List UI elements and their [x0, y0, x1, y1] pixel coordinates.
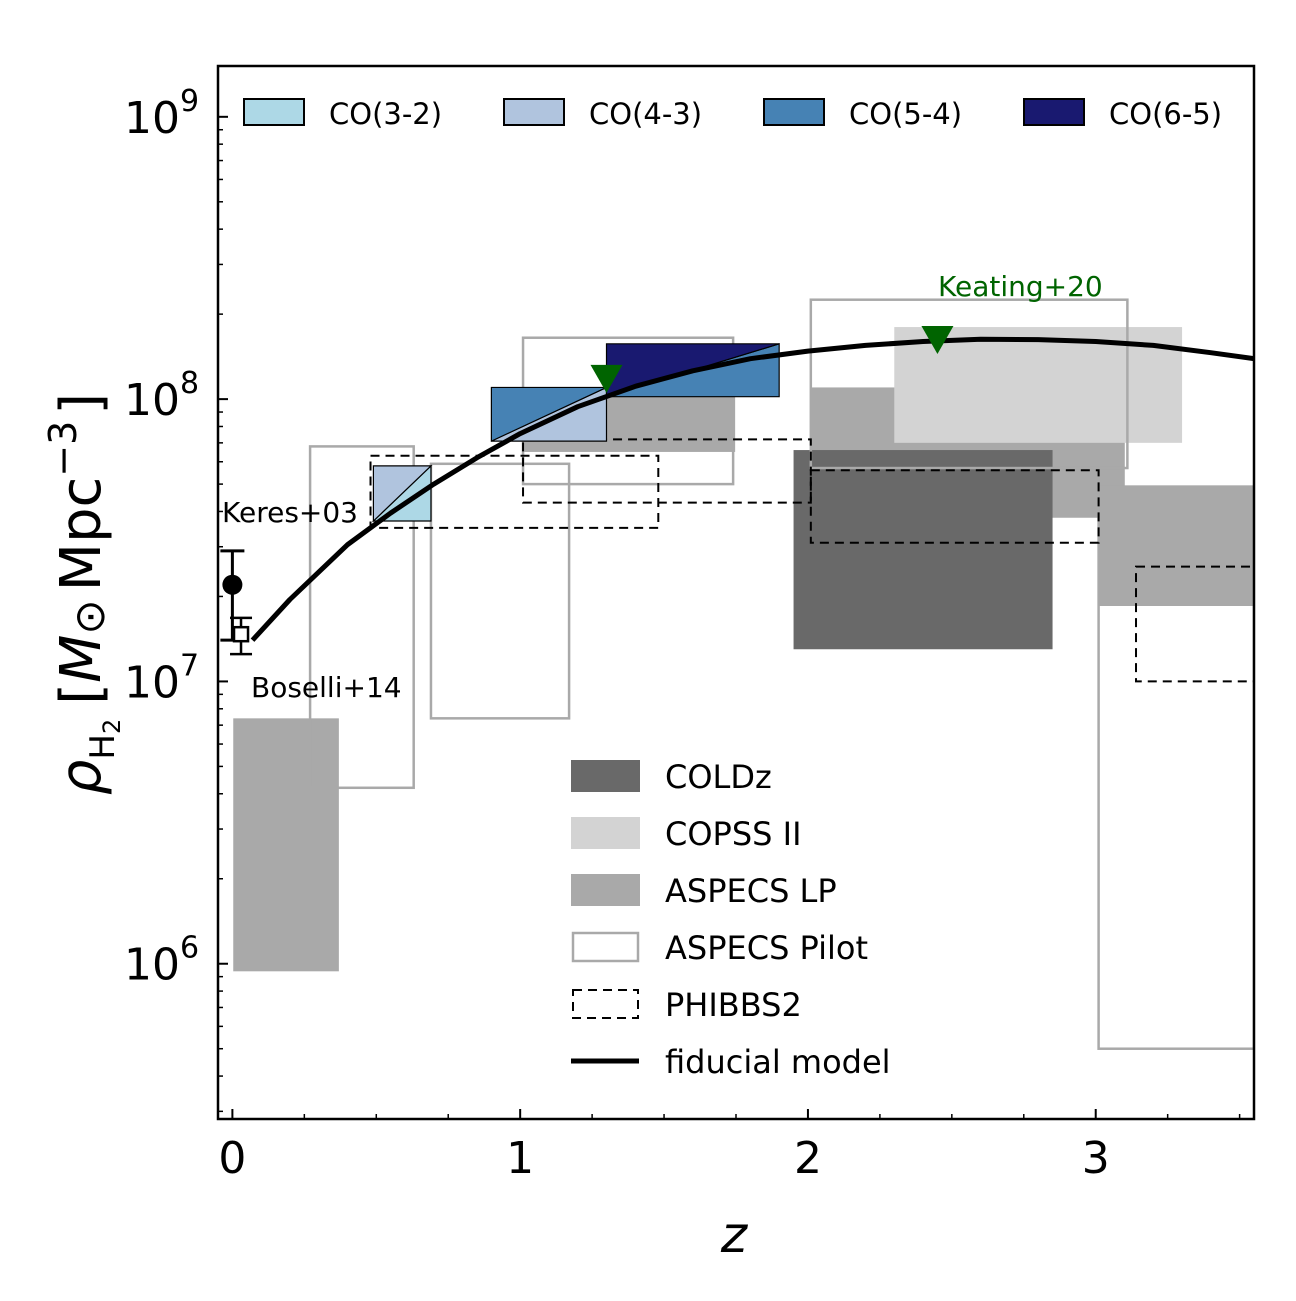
svg-text:ρH2[M⊙Mpc−3]: ρH2[M⊙Mpc−3]: [41, 393, 126, 795]
annotations: Keres+03 Boselli+14 Keating+20: [222, 270, 1103, 704]
co54-triangle: [490, 386, 607, 443]
y-tick-label: 109: [124, 84, 199, 144]
aspecs-pilot-box: [308, 445, 415, 790]
phibbs2-legend-swatch: [572, 989, 639, 1019]
legend-top: CO(3-2) CO(4-3) CO(5-4) CO(6-5): [243, 97, 1222, 131]
keating20-marker: [590, 364, 623, 393]
x-tick-label: 0: [218, 1133, 246, 1184]
aspecs-lp-box: [1098, 486, 1254, 607]
keres03-point: [222, 574, 243, 595]
keating20-label: Keating+20: [938, 270, 1103, 303]
aspecs-pilot-legend-swatch: [571, 931, 640, 963]
plot-area: [220, 298, 1254, 1050]
y-axis-label: ρH2[M⊙Mpc−3]: [41, 393, 126, 795]
x-tick-label: 3: [1082, 1133, 1110, 1184]
fiducial-legend-label: fiducial model: [665, 1043, 891, 1081]
co43-legend-swatch: [503, 98, 565, 126]
phibbs2-box: [369, 454, 660, 529]
co65-legend-label: CO(6-5): [1109, 97, 1222, 131]
fiducial-model-line: [250, 336, 1254, 642]
co54-legend-label: CO(5-4): [849, 97, 962, 131]
y-tick-label: 107: [124, 648, 199, 708]
axes: 0 1 2 3 106 107 108 109 z ρH2[M⊙Mpc−3]: [41, 84, 1241, 1264]
copss-legend-label: COPSS II: [665, 815, 802, 853]
aspecs_lp-legend-label: ASPECS LP: [665, 872, 837, 910]
aspecs-lp-box: [233, 718, 339, 972]
boselli14-label: Boselli+14: [251, 671, 402, 704]
co32-legend-label: CO(3-2): [329, 97, 442, 131]
keating20-marker: [921, 325, 954, 354]
boselli14-point: [232, 625, 250, 643]
keres03-label: Keres+03: [222, 496, 358, 529]
aspecs_pilot-legend-label: ASPECS Pilot: [665, 929, 868, 967]
aspecs_lp-legend-swatch: [571, 874, 640, 906]
coldz-box: [793, 450, 1053, 650]
aspecs-pilot-box: [809, 298, 1129, 470]
coldz-legend-swatch: [571, 760, 640, 792]
phibbs2-box: [809, 469, 1100, 544]
copss-legend-swatch: [571, 817, 640, 849]
co65-legend-swatch: [1023, 98, 1085, 126]
co54-legend-swatch: [763, 98, 825, 126]
y-tick-label: 108: [124, 366, 199, 426]
y-tick-label: 106: [124, 931, 199, 991]
aspecs-pilot-box: [429, 462, 571, 720]
phibbs2-box: [1135, 565, 1254, 683]
co32-legend-swatch: [243, 98, 305, 126]
co43-legend-label: CO(4-3): [589, 97, 702, 131]
coldz-legend-label: COLDz: [665, 758, 772, 796]
phibbs2-legend-label: PHIBBS2: [665, 986, 802, 1024]
x-tick-label: 1: [506, 1133, 534, 1184]
legend-main: COLDz COPSS II ASPECS LP ASPECS Pilot PHIBBS…: [571, 758, 891, 1081]
x-tick-label: 2: [794, 1133, 822, 1184]
co43-triangle: [372, 465, 433, 523]
x-axis-label: z: [720, 1206, 749, 1264]
